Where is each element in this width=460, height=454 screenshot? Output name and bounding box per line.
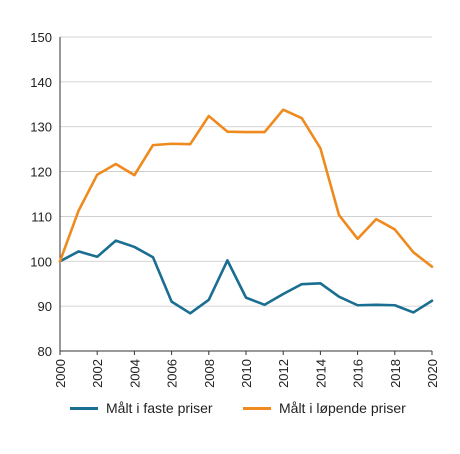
- x-tick-label-2012: 2012: [276, 359, 291, 388]
- series-line-2: [58, 108, 434, 268]
- x-tick-label-2014: 2014: [313, 359, 328, 388]
- y-tick-label-150: 150: [30, 30, 52, 45]
- y-tick-label-110: 110: [31, 209, 52, 224]
- legend-item-series-1: Målt i faste priser: [70, 400, 213, 416]
- x-tick-label-2016: 2016: [351, 359, 366, 388]
- x-tick-label-2006: 2006: [165, 359, 180, 388]
- legend-item-series-2: Målt i løpende priser: [243, 400, 406, 416]
- legend-label-series-2: Målt i løpende priser: [279, 400, 406, 416]
- y-tick-label-120: 120: [30, 165, 52, 180]
- legend-swatch-series-1: [70, 406, 98, 410]
- y-tick-labels: 80 90 100 110 120 130 140 150: [30, 30, 52, 359]
- series-line-1: [58, 239, 434, 315]
- y-tick-label-130: 130: [30, 120, 52, 135]
- series-lines: [58, 108, 434, 315]
- y-tick-label-140: 140: [30, 75, 52, 90]
- y-tick-label-90: 90: [38, 299, 52, 314]
- gridlines: [59, 36, 433, 355]
- x-tick-label-2018: 2018: [388, 359, 403, 388]
- x-tick-label-2010: 2010: [239, 359, 254, 388]
- x-tick-label-2020: 2020: [425, 359, 440, 388]
- x-tick-label-2004: 2004: [127, 359, 142, 388]
- x-tick-label-2002: 2002: [90, 359, 105, 388]
- legend: Målt i faste priser Målt i løpende prise…: [0, 400, 460, 426]
- y-tick-label-80: 80: [38, 344, 52, 359]
- x-tick-label-2008: 2008: [202, 359, 217, 388]
- legend-label-series-1: Målt i faste priser: [106, 400, 213, 416]
- legend-swatch-series-2: [243, 406, 271, 410]
- x-tick-labels: 2000 2002 2004 2006 2008 2010 2012 2014 2016 2018…: [53, 359, 440, 388]
- y-tick-label-100: 100: [30, 254, 52, 269]
- x-tick-label-2000: 2000: [53, 359, 68, 388]
